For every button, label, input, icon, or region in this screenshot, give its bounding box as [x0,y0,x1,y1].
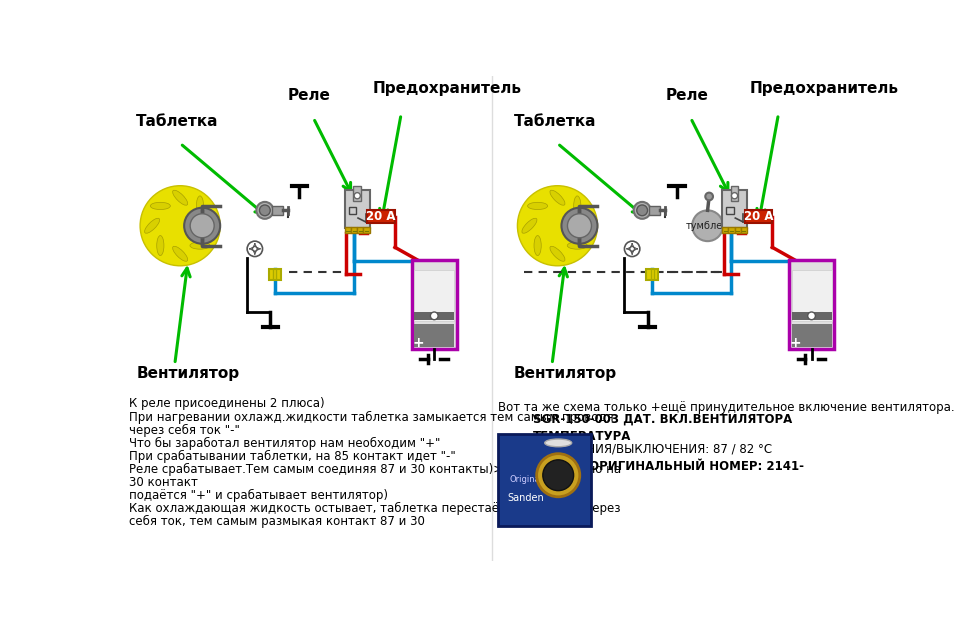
Bar [348,207,356,214]
Text: Что бы заработал вентилятор нам необходим "+": Что бы заработал вентилятор нам необходи… [129,437,440,450]
Text: +: + [789,336,802,350]
Text: ВКЛЮЧЕНИЯ/ВЫКЛЮЧЕНИЯ: 87 / 82 °С: ВКЛЮЧЕНИЯ/ВЫКЛЮЧЕНИЯ: 87 / 82 °С [533,442,772,455]
Circle shape [537,454,580,497]
Bar [269,269,281,280]
Circle shape [636,205,648,215]
Bar [789,260,834,349]
Bar [792,312,831,319]
Ellipse shape [567,242,588,249]
Bar [412,260,457,349]
Text: Sanden: Sanden [508,493,544,503]
Bar [368,210,395,224]
Circle shape [706,193,713,200]
Ellipse shape [197,196,204,216]
Bar [792,324,831,346]
Ellipse shape [173,190,187,205]
Ellipse shape [574,196,581,216]
Text: Вот та же схема только +ещё принудительное включение вентилятора.: Вот та же схема только +ещё принудительн… [498,401,955,413]
Text: +: + [412,336,424,350]
Circle shape [692,210,723,241]
Text: Реле срабатывает.Тем самым соединяя 87 и 30 контакты)>>>следственно на: Реле срабатывает.Тем самым соединяя 87 и… [129,463,621,476]
Text: Предохранитель: Предохранитель [372,81,521,96]
Text: Таблетка: Таблетка [514,113,596,129]
Text: К реле присоединены 2 плюса): К реле присоединены 2 плюса) [129,398,324,411]
Circle shape [562,208,597,244]
Bar [364,227,370,232]
Ellipse shape [534,236,541,256]
Circle shape [140,186,220,266]
Circle shape [184,208,220,244]
Bar [729,227,734,232]
Bar [722,190,747,228]
Text: через себя ток "-": через себя ток "-" [129,423,239,437]
Text: 20 А: 20 А [744,210,773,223]
Circle shape [567,214,591,238]
Circle shape [430,312,438,319]
Ellipse shape [190,242,210,249]
Text: тумблер: тумблер [685,220,730,231]
Circle shape [354,193,360,199]
Text: подаётся "+" и срабатывает вентилятор): подаётся "+" и срабатывает вентилятор) [129,489,388,502]
Bar [498,433,590,526]
Circle shape [732,193,737,199]
Circle shape [542,460,574,491]
Text: Как охлаждающая жидкость остывает, таблетка перестаёт пропускать через: Как охлаждающая жидкость остывает, табле… [129,502,620,515]
Bar [414,324,454,346]
Bar [726,207,733,214]
Text: Предохранитель: Предохранитель [750,81,899,96]
Bar [646,269,659,280]
Text: При срабатывании таблетки, на 85 контакт идет "-": При срабатывании таблетки, на 85 контакт… [129,450,455,463]
Bar [741,227,747,232]
Ellipse shape [550,246,565,261]
Circle shape [256,202,274,219]
Text: 20 А: 20 А [367,210,396,223]
Bar [272,206,282,215]
Ellipse shape [145,218,159,233]
Text: Original: Original [510,476,542,484]
Ellipse shape [201,218,216,233]
Ellipse shape [578,218,593,233]
Ellipse shape [522,218,537,233]
Bar [745,210,772,224]
Ellipse shape [173,246,187,261]
Text: Реле: Реле [288,88,331,103]
Bar [353,186,361,201]
Ellipse shape [550,190,565,205]
Text: SGR-150-003 ДАТ. ВКЛ.ВЕНТИЛЯТОРА: SGR-150-003 ДАТ. ВКЛ.ВЕНТИЛЯТОРА [533,413,792,426]
Text: 30 контакт: 30 контакт [129,476,198,489]
Circle shape [517,186,597,266]
Bar [731,186,738,201]
Text: О.Е.М. / ОРИГИНАЛЬНЫЙ НОМЕР: 2141-: О.Е.М. / ОРИГИНАЛЬНЫЙ НОМЕР: 2141- [533,461,804,474]
Ellipse shape [156,236,164,256]
Ellipse shape [151,202,170,210]
Circle shape [190,214,214,238]
Ellipse shape [528,202,547,210]
Bar [357,227,364,232]
Bar [722,227,729,232]
Text: ТЕМПЕРАТУРА: ТЕМПЕРАТУРА [533,430,631,443]
Text: Реле: Реле [665,88,708,103]
Circle shape [259,205,271,215]
Circle shape [807,312,815,319]
Text: себя ток, тем самым размыкая контакт 87 и 30: себя ток, тем самым размыкая контакт 87 … [129,515,424,529]
Bar [345,190,370,228]
Bar [351,227,357,232]
Circle shape [634,202,651,219]
Bar [414,270,454,321]
Bar [792,270,831,321]
Bar [734,227,741,232]
Text: 3808800: 3808800 [533,473,585,486]
Bar [649,206,660,215]
Text: Таблетка: Таблетка [136,113,219,129]
Text: При нагревании охлажд.жидкости таблетка замыкается тем самым проводя: При нагревании охлажд.жидкости таблетка … [129,411,613,423]
Text: Вентилятор: Вентилятор [136,366,239,381]
Bar [414,312,454,319]
Bar [345,227,351,232]
Text: Вентилятор: Вентилятор [514,366,616,381]
Ellipse shape [544,439,572,447]
